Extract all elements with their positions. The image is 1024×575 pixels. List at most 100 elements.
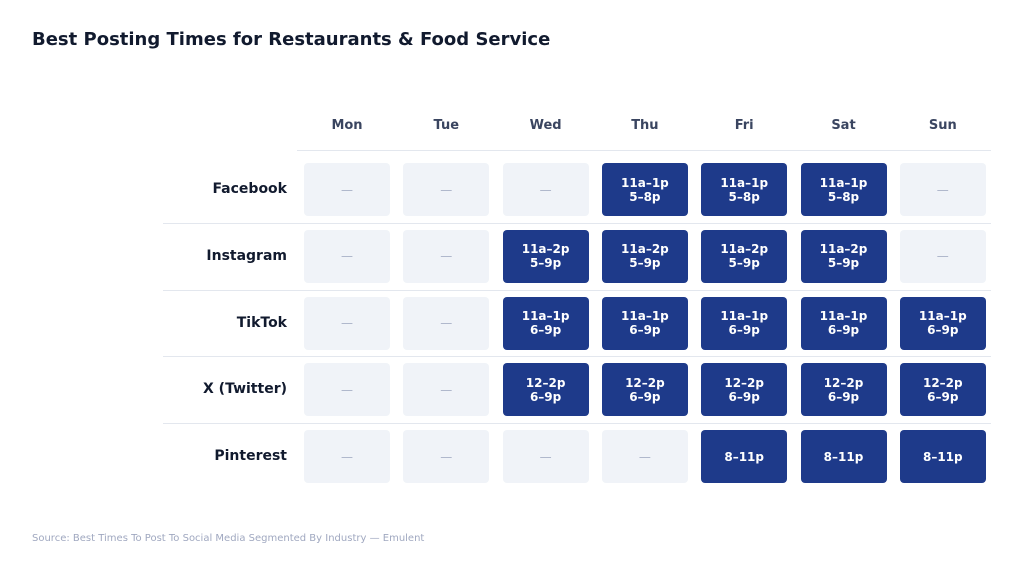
empty-marker: — [341, 249, 353, 264]
time-cell: 11a–2p 5–9p [601, 229, 688, 283]
time-range: 6–9p [927, 323, 959, 338]
empty-cell: — [899, 229, 986, 283]
empty-cell: — [403, 229, 490, 283]
column-header-sun: Sun [928, 118, 957, 133]
empty-cell: — [304, 430, 390, 484]
empty-cell: — [304, 163, 390, 216]
time-range: 5–9p [629, 256, 661, 271]
empty-cell: — [403, 430, 490, 484]
empty-marker: — [341, 449, 353, 464]
empty-marker: — [440, 182, 453, 197]
time-range: 8–11p [823, 449, 864, 464]
empty-marker: — [440, 316, 453, 331]
time-range: 5–9p [728, 256, 760, 271]
empty-marker: — [341, 316, 353, 331]
time-range: 6–9p [827, 323, 860, 338]
time-range: 5–9p [529, 256, 562, 271]
time-cell: 8–11p [800, 430, 887, 484]
time-range: 5–8p [629, 189, 661, 204]
time-cell: 11a–1p 5–8p [601, 163, 688, 216]
time-range: 6–9p [728, 389, 760, 404]
empty-cell: — [304, 363, 390, 417]
empty-marker: — [440, 249, 453, 264]
column-header-fri: Fri [734, 118, 754, 133]
chart-title: Best Posting Times for Restaurants & Foo… [32, 29, 551, 50]
time-range: 11a–1p [918, 309, 967, 324]
empty-cell: — [601, 430, 688, 484]
row-label: Pinterest [214, 448, 287, 465]
time-cell: 12–2p 6–9p [899, 363, 986, 417]
row-divider [163, 423, 991, 425]
time-cell: 11a–1p 6–9p [601, 296, 688, 350]
time-range: 6–9p [827, 389, 860, 404]
time-cell: 11a–1p 6–9p [800, 296, 887, 350]
empty-cell: — [304, 296, 390, 350]
time-range: 12–2p [525, 375, 566, 390]
column-header-sat: Sat [831, 118, 856, 133]
time-range: 6–9p [529, 323, 562, 338]
time-range: 6–9p [629, 323, 661, 338]
time-range: 8–11p [724, 449, 764, 464]
header-divider [297, 150, 991, 151]
empty-cell: — [403, 163, 490, 216]
time-range: 12–2p [724, 375, 764, 390]
time-range: 5–8p [827, 189, 860, 204]
time-cell: 8–11p [701, 430, 788, 484]
time-range: 11a–2p [819, 242, 868, 257]
time-range: 12–2p [922, 375, 963, 390]
time-cell: 11a–1p 6–9p [701, 296, 788, 350]
time-range: 8–11p [922, 449, 963, 464]
column-header-thu: Thu [631, 118, 659, 133]
row-label: TikTok [236, 314, 287, 331]
time-range: 6–9p [927, 389, 959, 404]
time-cell: 8–11p [899, 430, 986, 484]
empty-cell: — [502, 163, 589, 216]
time-cell: 12–2p 6–9p [701, 363, 788, 417]
time-range: 11a–1p [720, 309, 769, 324]
time-range: 11a–2p [621, 242, 669, 257]
time-range: 11a–2p [720, 242, 769, 257]
row-divider [163, 356, 991, 358]
source-note: Source: Best Times To Post To Social Med… [32, 533, 425, 544]
empty-marker: — [341, 182, 353, 197]
time-cell: 11a–2p 5–9p [701, 229, 788, 283]
row-label: X (Twitter) [203, 381, 287, 398]
time-cell: 12–2p 6–9p [800, 363, 887, 417]
time-range: 6–9p [629, 389, 661, 404]
time-range: 11a–1p [720, 175, 769, 190]
column-header-wed: Wed [529, 118, 562, 133]
empty-marker: — [539, 182, 552, 197]
time-cell: 11a–1p 5–8p [800, 163, 887, 216]
time-range: 11a–2p [521, 242, 570, 257]
time-range: 5–8p [728, 189, 760, 204]
time-cell: 11a–1p 6–9p [899, 296, 986, 350]
time-range: 11a–1p [621, 309, 669, 324]
empty-cell: — [403, 363, 490, 417]
row-label: Instagram [206, 247, 287, 264]
empty-cell: — [304, 229, 390, 283]
time-range: 11a–1p [521, 309, 570, 324]
time-range: 11a–1p [819, 309, 868, 324]
row-divider [163, 222, 991, 224]
time-cell: 12–2p 6–9p [601, 363, 688, 417]
time-range: 12–2p [823, 375, 864, 390]
column-header-mon: Mon [331, 118, 363, 133]
time-range: 6–9p [529, 389, 562, 404]
empty-marker: — [936, 182, 949, 197]
time-range: 6–9p [728, 323, 760, 338]
column-header-tue: Tue [433, 118, 460, 133]
row-label: Facebook [212, 181, 287, 197]
empty-cell: — [899, 163, 986, 216]
time-cell: 11a–2p 5–9p [800, 229, 887, 283]
empty-marker: — [440, 449, 453, 464]
empty-marker: — [341, 382, 353, 397]
empty-marker: — [539, 449, 552, 464]
empty-marker: — [638, 449, 651, 464]
time-range: 12–2p [625, 375, 665, 390]
time-range: 11a–1p [621, 175, 669, 190]
empty-cell: — [403, 296, 490, 350]
time-range: 11a–1p [819, 175, 868, 190]
time-cell: 11a–2p 5–9p [502, 229, 589, 283]
empty-marker: — [440, 382, 453, 397]
empty-cell: — [502, 430, 589, 484]
